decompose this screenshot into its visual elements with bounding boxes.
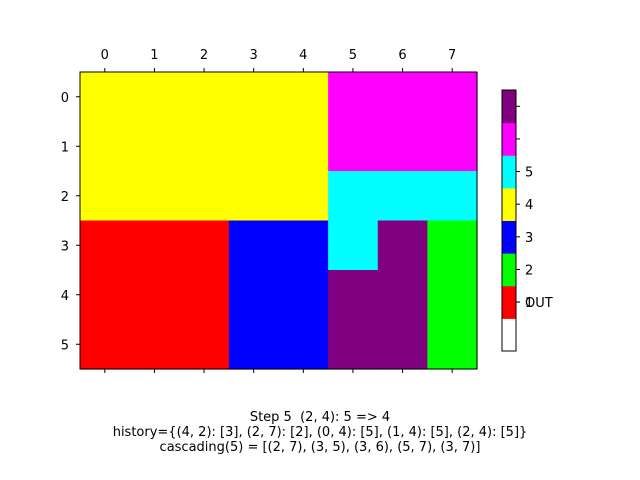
heatmap-cell — [228, 270, 280, 321]
colorbar-segment — [502, 318, 516, 352]
heatmap-cell — [427, 72, 478, 123]
heatmap-cell — [80, 319, 131, 370]
heatmap-cell — [278, 72, 329, 123]
caption: Step 5 (2, 4): 5 => 4 history={(4, 2): [… — [0, 410, 640, 455]
x-tick-label: 6 — [398, 48, 406, 63]
colorbar-frame — [501, 89, 517, 352]
heatmap-cell — [377, 220, 428, 271]
x-tick-label: 3 — [250, 48, 258, 63]
heatmap-cell — [377, 270, 428, 321]
heatmap-cell — [179, 171, 230, 222]
colorbar-tick-label: 3 — [525, 231, 533, 246]
heatmap-cell — [377, 121, 428, 172]
heatmap-cell — [328, 171, 379, 222]
x-tick-label: 5 — [349, 48, 357, 63]
colorbar-segment — [502, 220, 516, 254]
caption-cascading: cascading(5) = [(2, 7), (3, 5), (3, 6), … — [159, 440, 481, 455]
y-tick-label: 0 — [61, 91, 69, 106]
heatmap-cell — [328, 121, 379, 172]
heatmap-cell — [278, 171, 329, 222]
y-tick-label: 2 — [61, 190, 69, 205]
heatmap-cell — [377, 171, 428, 222]
y-tick-label: 4 — [61, 289, 69, 304]
colorbar-tick-label: 2 — [525, 263, 533, 278]
heatmap-cell — [80, 171, 131, 222]
heatmap-cell — [80, 72, 131, 123]
heatmap-cell — [377, 319, 428, 370]
heatmap-cell — [129, 121, 180, 172]
caption-history: history={(4, 2): [3], (2, 7): [2], (0, 4… — [112, 425, 528, 440]
colorbar-segment — [502, 122, 516, 156]
heatmap-cell — [228, 121, 280, 172]
heatmap-cell — [179, 270, 230, 321]
caption-step: Step 5 (2, 4): 5 => 4 — [249, 410, 391, 425]
heatmap-cell — [129, 171, 180, 222]
heatmap-cell — [328, 319, 379, 370]
x-tick-label: 2 — [200, 48, 208, 63]
heatmap-cell — [328, 72, 379, 123]
heatmap-cell — [129, 220, 180, 271]
colorbar-segment — [502, 155, 516, 189]
axes-ticks: 0 1 2 3 4 5 6 7 0 1 2 3 4 5 — [61, 48, 456, 373]
heatmap-cell — [278, 220, 329, 271]
heatmap-cell — [129, 270, 180, 321]
heatmap-cell — [427, 121, 478, 172]
heatmap-cell — [328, 270, 379, 321]
x-tick-label: 4 — [299, 48, 307, 63]
heatmap-cell — [427, 220, 478, 271]
heatmap-cell — [80, 270, 131, 321]
plot-frame — [79, 71, 478, 370]
colorbar-tick-label: 5 — [525, 166, 533, 181]
colorbar-tick-label: 4 — [525, 198, 533, 213]
x-tick-label: 1 — [150, 48, 158, 63]
colorbar-segment — [502, 187, 516, 222]
heatmap-cell — [228, 72, 280, 123]
y-tick-label: 5 — [61, 338, 69, 353]
y-tick-label: 3 — [61, 239, 69, 254]
colorbar-segment — [502, 90, 516, 124]
colorbar-tick-label: 1 — [525, 296, 533, 311]
colorbar-tick-label: OUT — [525, 296, 553, 311]
heatmap-cells — [80, 72, 478, 370]
heatmap-cell — [129, 72, 180, 123]
heatmap-cell — [427, 270, 478, 321]
heatmap-cell — [278, 270, 329, 321]
heatmap-cell — [427, 171, 478, 222]
heatmap-cell — [179, 72, 230, 123]
heatmap-cell — [179, 220, 230, 271]
heatmap-cell — [278, 319, 329, 370]
y-tick-label: 1 — [61, 140, 69, 155]
heatmap-cell — [179, 121, 230, 172]
heatmap-cell — [80, 121, 131, 172]
x-tick-label: 7 — [448, 48, 456, 63]
x-tick-label: 0 — [101, 48, 109, 63]
heatmap-cell — [377, 72, 428, 123]
heatmap-cell — [129, 319, 180, 370]
heatmap-cell — [427, 319, 478, 370]
heatmap-cell — [228, 319, 280, 370]
heatmap-cell — [278, 121, 329, 172]
heatmap-cell — [80, 220, 131, 271]
colorbar-segment — [502, 285, 516, 319]
colorbar-segment — [502, 253, 516, 287]
heatmap-cell — [228, 171, 280, 222]
heatmap-cell — [179, 319, 230, 370]
heatmap-cell — [328, 220, 379, 271]
heatmap-cell — [228, 220, 280, 271]
